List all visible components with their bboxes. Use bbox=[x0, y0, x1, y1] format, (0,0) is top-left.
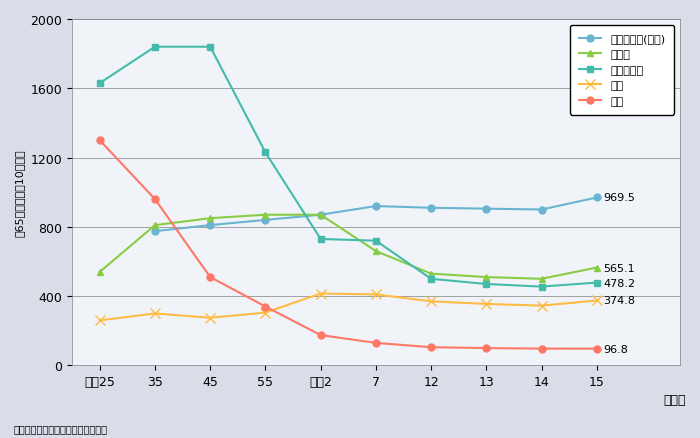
肺炎 bbox=[150, 311, 159, 316]
脳血管疾患 bbox=[538, 284, 546, 290]
老衰 bbox=[96, 138, 104, 144]
脳血管疾患 bbox=[206, 45, 214, 50]
悪性新生物(がん) bbox=[316, 212, 325, 218]
肺炎 bbox=[261, 310, 270, 315]
肺炎 bbox=[427, 299, 435, 304]
老衰 bbox=[261, 304, 270, 309]
心疾患 bbox=[206, 216, 214, 221]
Text: 478.2: 478.2 bbox=[603, 278, 636, 288]
肺炎 bbox=[96, 318, 104, 323]
心疾患 bbox=[316, 212, 325, 218]
悪性新生物(がん) bbox=[592, 195, 601, 201]
老衰 bbox=[316, 333, 325, 338]
悪性新生物(がん) bbox=[150, 229, 159, 234]
肺炎 bbox=[316, 291, 325, 297]
悪性新生物(がん) bbox=[206, 223, 214, 228]
Legend: 悪性新生物(がん), 心疾患, 脳血管疾患, 肺炎, 老衰: 悪性新生物(がん), 心疾患, 脳血管疾患, 肺炎, 老衰 bbox=[570, 25, 674, 115]
肺炎 bbox=[538, 304, 546, 309]
心疾患 bbox=[372, 249, 380, 254]
悪性新生物(がん) bbox=[482, 207, 491, 212]
脳血管疾患 bbox=[150, 45, 159, 50]
脳血管疾患 bbox=[482, 282, 491, 287]
肺炎 bbox=[592, 298, 601, 304]
脳血管疾患 bbox=[372, 239, 380, 244]
脳血管疾患 bbox=[261, 150, 270, 155]
老衰 bbox=[150, 197, 159, 202]
Line: 悪性新生物(がん): 悪性新生物(がん) bbox=[151, 194, 600, 235]
老衰 bbox=[592, 346, 601, 351]
Text: 969.5: 969.5 bbox=[603, 193, 635, 203]
悪性新生物(がん) bbox=[261, 218, 270, 223]
悪性新生物(がん) bbox=[372, 204, 380, 209]
心疾患 bbox=[427, 272, 435, 277]
肺炎 bbox=[372, 292, 380, 297]
Line: 心疾患: 心疾患 bbox=[97, 212, 600, 283]
老衰 bbox=[427, 345, 435, 350]
脳血管疾患 bbox=[316, 237, 325, 242]
心疾患 bbox=[150, 223, 159, 228]
Line: 肺炎: 肺炎 bbox=[95, 289, 601, 325]
心疾患 bbox=[538, 276, 546, 282]
Text: 96.8: 96.8 bbox=[603, 344, 628, 354]
肺炎 bbox=[206, 315, 214, 321]
Text: 資料：厚生労働省「人口動態統計」: 資料：厚生労働省「人口動態統計」 bbox=[14, 424, 108, 434]
Y-axis label: （65歳以上人口10万対）: （65歳以上人口10万対） bbox=[15, 149, 25, 237]
Text: 565.1: 565.1 bbox=[603, 263, 635, 273]
Line: 脳血管疾患: 脳血管疾患 bbox=[97, 44, 600, 290]
脳血管疾患 bbox=[427, 276, 435, 282]
老衰 bbox=[538, 346, 546, 351]
脳血管疾患 bbox=[96, 81, 104, 87]
悪性新生物(がん) bbox=[427, 206, 435, 211]
心疾患 bbox=[96, 270, 104, 275]
悪性新生物(がん) bbox=[538, 208, 546, 213]
心疾患 bbox=[482, 275, 491, 280]
心疾患 bbox=[592, 265, 601, 271]
老衰 bbox=[482, 346, 491, 351]
肺炎 bbox=[482, 302, 491, 307]
脳血管疾患 bbox=[592, 280, 601, 286]
心疾患 bbox=[261, 212, 270, 218]
老衰 bbox=[206, 275, 214, 280]
Text: （年）: （年） bbox=[663, 393, 685, 406]
老衰 bbox=[372, 340, 380, 346]
Line: 老衰: 老衰 bbox=[97, 138, 600, 352]
Text: 374.8: 374.8 bbox=[603, 296, 636, 306]
